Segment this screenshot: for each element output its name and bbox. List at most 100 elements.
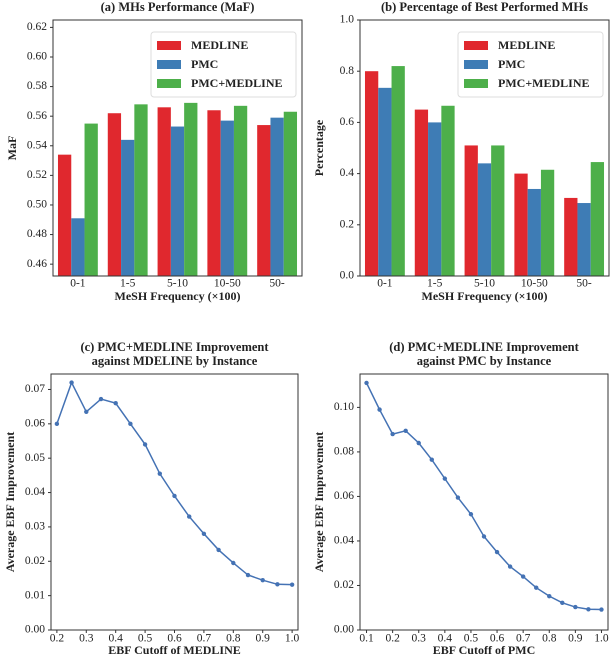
x-tick-label: 0.2 bbox=[50, 633, 65, 645]
chart-title: (d) PMC+MEDLINE Improvement bbox=[389, 340, 579, 354]
chart-title: against PMC by Instance bbox=[417, 354, 552, 368]
y-tick-label: 0.56 bbox=[27, 110, 47, 122]
bar bbox=[121, 139, 135, 276]
legend-label: MEDLINE bbox=[191, 38, 248, 52]
bar bbox=[257, 125, 271, 276]
y-axis-label: Percentage bbox=[312, 119, 326, 176]
line bbox=[56, 380, 293, 586]
point bbox=[216, 547, 221, 553]
bar bbox=[464, 145, 478, 276]
point bbox=[260, 577, 265, 583]
x-tick-label: 0.6 bbox=[490, 633, 505, 645]
y-tick-label: 0.04 bbox=[334, 535, 354, 547]
legend-box bbox=[150, 31, 297, 98]
axes-frame bbox=[359, 373, 609, 631]
point bbox=[201, 531, 207, 536]
x-tick-label: 10-50 bbox=[521, 278, 548, 290]
x-tick-label: 1.0 bbox=[285, 633, 300, 645]
y-tick-label: 0.02 bbox=[25, 555, 45, 567]
point bbox=[54, 421, 60, 427]
point bbox=[442, 476, 448, 481]
y-tick-label: 0.00 bbox=[25, 624, 45, 636]
x-tick-label: 0.2 bbox=[385, 633, 400, 645]
legend-box bbox=[457, 31, 604, 98]
point bbox=[231, 560, 236, 566]
bar bbox=[577, 203, 591, 276]
x-tick-label: 0.3 bbox=[79, 633, 94, 645]
point bbox=[547, 593, 552, 599]
legend-swatch bbox=[464, 60, 488, 69]
bar bbox=[477, 163, 492, 276]
point bbox=[289, 582, 295, 587]
x-axis-label: EBF Cutoff of PMC bbox=[433, 643, 536, 657]
chart-title: against MDELINE by Instance bbox=[92, 354, 258, 368]
y-axis-label: Average EBF Improvement bbox=[3, 432, 17, 572]
point bbox=[416, 440, 421, 446]
x-tick-label: 0.1 bbox=[359, 633, 374, 645]
x-axis-label: EBF Cutoff of MEDLINE bbox=[108, 643, 241, 657]
x-tick-label: 0.7 bbox=[516, 633, 531, 645]
point bbox=[364, 380, 369, 386]
bar bbox=[233, 105, 248, 276]
y-tick-label: 0.01 bbox=[25, 589, 45, 601]
y-tick-label: 0.10 bbox=[334, 401, 354, 413]
x-tick-label: 50- bbox=[269, 278, 285, 290]
bar bbox=[364, 71, 379, 276]
y-tick-label: 0.06 bbox=[25, 417, 45, 429]
bar bbox=[107, 113, 122, 276]
y-tick-label: 1.0 bbox=[340, 14, 355, 26]
y-tick-label: 0.46 bbox=[27, 258, 47, 270]
x-tick-label: 1-5 bbox=[120, 278, 136, 290]
y-axis-label: MaF bbox=[5, 136, 19, 161]
point bbox=[520, 574, 526, 579]
point bbox=[573, 604, 578, 610]
x-tick-label: 0-1 bbox=[70, 278, 86, 290]
bar bbox=[57, 154, 72, 276]
x-tick-label: 0.5 bbox=[138, 633, 153, 645]
x-tick-label: 0.4 bbox=[109, 633, 124, 645]
y-tick-label: 0.4 bbox=[340, 167, 355, 179]
point bbox=[429, 457, 434, 462]
point bbox=[403, 428, 408, 433]
point bbox=[560, 600, 565, 606]
x-tick-label: 0.8 bbox=[226, 633, 241, 645]
bar bbox=[564, 197, 578, 276]
chart-title: (b) Percentage of Best Performed MHs bbox=[381, 0, 588, 14]
legend-swatch bbox=[464, 79, 488, 88]
point bbox=[468, 512, 474, 517]
y-tick-label: 0.06 bbox=[334, 490, 354, 502]
bar bbox=[441, 105, 455, 276]
y-tick-label: 0.02 bbox=[334, 579, 354, 591]
bar bbox=[283, 111, 298, 276]
point bbox=[187, 514, 192, 519]
point bbox=[275, 582, 280, 587]
bar bbox=[590, 162, 605, 276]
y-axis-label: Average EBF Improvement bbox=[312, 432, 326, 572]
y-tick-label: 0.48 bbox=[27, 228, 47, 240]
x-tick-label: 1.0 bbox=[594, 633, 609, 645]
y-tick-label: 0.60 bbox=[27, 51, 47, 63]
point bbox=[481, 534, 487, 539]
bar bbox=[84, 123, 98, 276]
point bbox=[494, 549, 500, 555]
point bbox=[507, 564, 513, 569]
legend-swatch bbox=[157, 60, 181, 69]
bar bbox=[270, 117, 284, 277]
y-tick-label: 0.50 bbox=[27, 199, 47, 211]
legend-label: MEDLINE bbox=[498, 38, 555, 52]
y-tick-label: 0.54 bbox=[27, 139, 47, 151]
point bbox=[69, 380, 74, 385]
bar bbox=[170, 126, 185, 276]
x-tick-label: 50- bbox=[576, 278, 592, 290]
legend-label: PMC+MEDLINE bbox=[191, 76, 283, 90]
bar bbox=[378, 87, 392, 276]
x-tick-label: 1-5 bbox=[427, 278, 443, 290]
point bbox=[586, 607, 591, 612]
x-axis-label: MeSH Frequency (×100) bbox=[422, 289, 548, 303]
y-tick-label: 0.03 bbox=[25, 521, 45, 533]
y-tick-label: 0.8 bbox=[340, 65, 355, 77]
y-tick-label: 0.0 bbox=[340, 270, 355, 282]
bar bbox=[514, 173, 528, 276]
point bbox=[157, 471, 162, 476]
axes-frame bbox=[359, 19, 610, 277]
